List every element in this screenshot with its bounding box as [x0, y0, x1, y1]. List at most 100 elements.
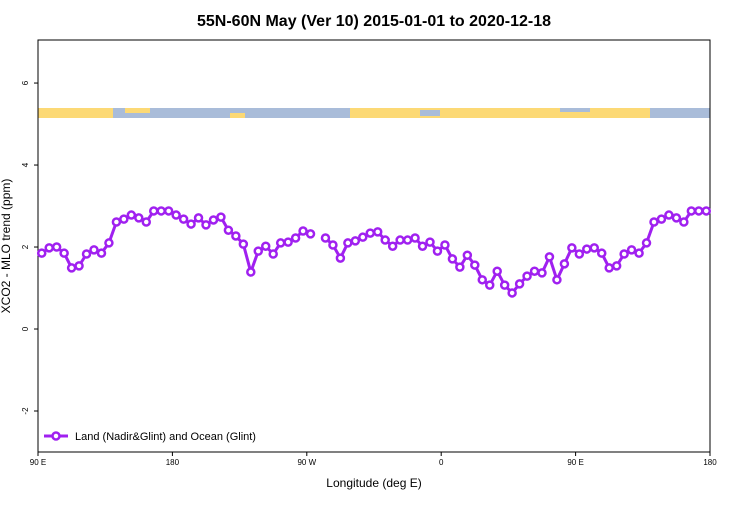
data-point [59, 248, 69, 258]
data-point [171, 210, 181, 220]
data-point [268, 249, 278, 259]
data-point [522, 271, 532, 281]
data-point [141, 217, 152, 227]
data-point [447, 254, 458, 264]
data-point [81, 249, 92, 259]
land-ocean-band [38, 108, 710, 118]
data-point [134, 213, 144, 223]
data-point [260, 241, 271, 251]
data-point [679, 217, 689, 227]
data-point [701, 206, 712, 216]
data-point [641, 238, 652, 248]
data-point [298, 226, 308, 236]
ocean-strip [420, 110, 440, 116]
data-point [231, 231, 241, 241]
data-point [44, 243, 54, 253]
data-point [283, 237, 293, 247]
x-tick-label: 180 [703, 458, 717, 467]
chart-title: 55N-60N May (Ver 10) 2015-01-01 to 2020-… [197, 13, 551, 30]
plot-frame [37, 39, 711, 453]
data-point [193, 213, 204, 223]
data-point [111, 217, 122, 227]
data-point [529, 266, 540, 276]
data-point [410, 233, 420, 243]
data-point [395, 235, 405, 245]
y-tick-label: 6 [21, 80, 30, 85]
data-point [626, 245, 637, 255]
land-strip [230, 113, 245, 118]
data-point [589, 243, 600, 253]
land-strip [38, 108, 113, 118]
data-point [656, 214, 667, 224]
data-point [604, 263, 614, 273]
y-axis-label: XCO2 - MLO trend (ppm) [0, 179, 13, 314]
data-point [96, 248, 107, 258]
data-point [89, 245, 99, 255]
x-tick-label: 90 E [30, 458, 46, 467]
data-point [596, 248, 607, 258]
ocean-strip [560, 108, 590, 112]
data-point [574, 249, 585, 259]
data-point [343, 238, 353, 248]
data-point [51, 242, 62, 252]
x-axis-label: Longitude (deg E) [326, 476, 421, 490]
data-point [365, 228, 376, 238]
data-point [462, 250, 473, 260]
data-point [253, 246, 264, 256]
data-point [350, 236, 361, 246]
data-point [619, 249, 629, 259]
data-point [126, 210, 137, 220]
data-point [305, 229, 316, 239]
data-point [432, 246, 443, 256]
data-point [425, 237, 435, 247]
data-point [484, 280, 495, 290]
data-point [649, 217, 659, 227]
data-point [694, 206, 704, 216]
data-point [148, 206, 159, 216]
y-tick-label: 0 [21, 326, 30, 331]
legend-label: Land (Nadir&Glint) and Ocean (Glint) [75, 431, 256, 443]
data-point [246, 267, 256, 277]
data-point [477, 275, 488, 285]
data-point [380, 235, 390, 245]
data-point [664, 210, 674, 220]
data-point [320, 233, 331, 243]
data-point [611, 261, 622, 271]
legend-marker [51, 431, 61, 441]
x-tick-label: 90 E [567, 458, 583, 467]
data-point [499, 280, 510, 290]
data-point [686, 206, 697, 216]
data-point [74, 261, 84, 271]
x-tick-label: 0 [439, 458, 444, 467]
data-point [372, 227, 383, 237]
data-point [358, 232, 368, 242]
data-point [671, 213, 682, 223]
data-point [634, 248, 644, 258]
series-line [40, 209, 707, 296]
data-point [402, 235, 413, 245]
data-point [387, 241, 398, 251]
data-point [552, 275, 562, 285]
data-point [216, 212, 226, 222]
data-point [559, 259, 570, 269]
data-point [104, 238, 114, 248]
data-point [335, 253, 346, 263]
data-point [36, 248, 47, 258]
x-tick-label: 180 [166, 458, 180, 467]
data-point [119, 214, 129, 224]
x-tick-label: 90 W [297, 458, 316, 467]
y-tick-label: 4 [21, 162, 30, 167]
data-point [328, 240, 338, 250]
data-point [567, 243, 577, 253]
data-point [514, 279, 525, 289]
data-point [417, 241, 428, 251]
data-point [492, 266, 502, 276]
data-point [186, 219, 196, 229]
y-tick-label: 2 [21, 244, 30, 249]
data-point [537, 268, 547, 278]
data-point [544, 252, 555, 262]
data-point [208, 215, 219, 225]
data-point [440, 240, 450, 250]
